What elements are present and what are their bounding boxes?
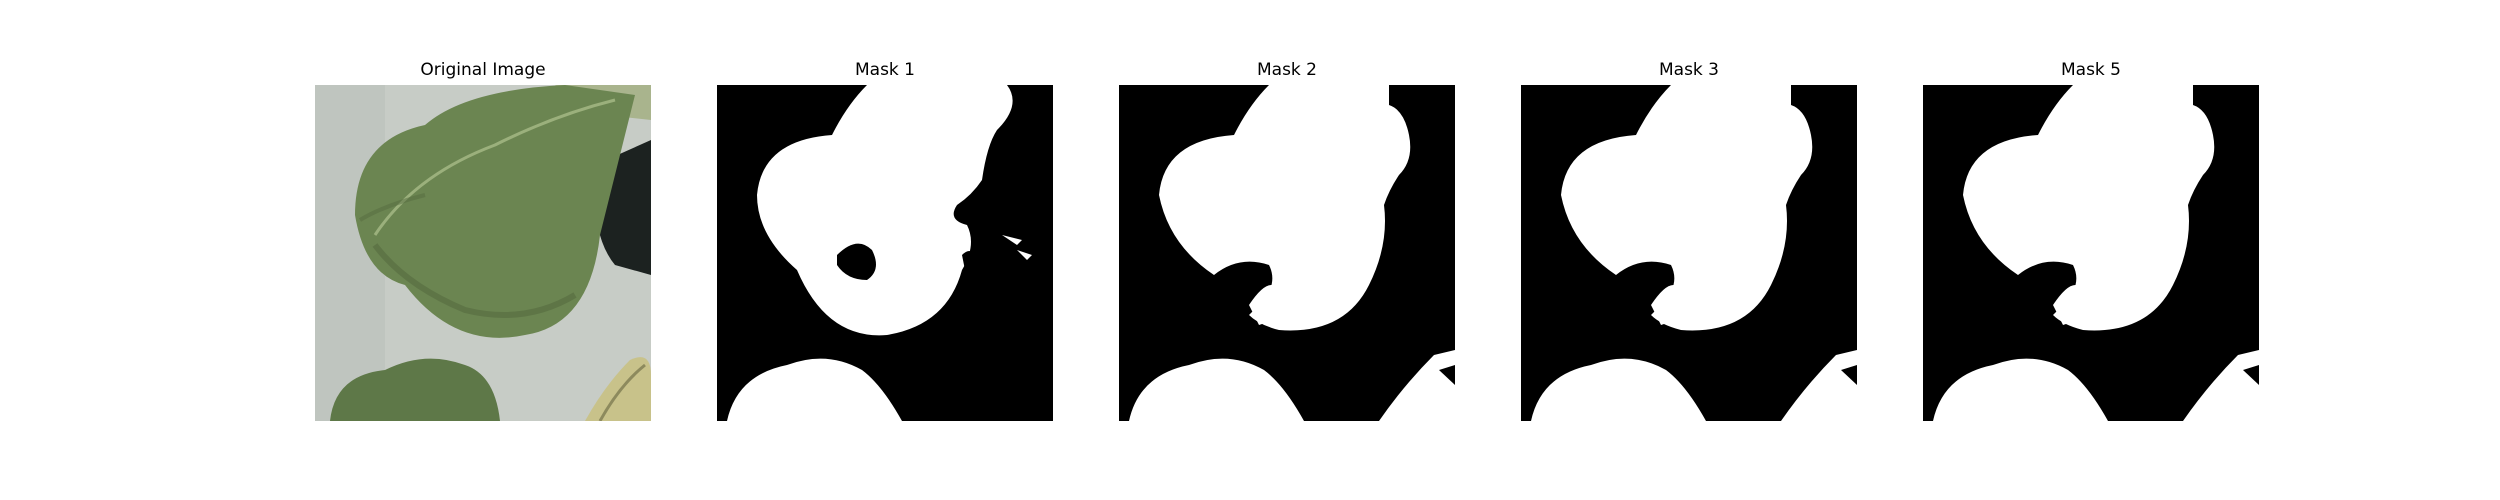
original-image-panel: Original Image bbox=[315, 0, 651, 500]
panel-title: Mask 3 bbox=[1658, 60, 1719, 80]
panel-title: Mask 1 bbox=[854, 60, 915, 80]
original-photo-render bbox=[315, 85, 651, 421]
mask-5-image bbox=[1923, 85, 2259, 421]
mask-1-render bbox=[717, 85, 1053, 421]
mask-2-image bbox=[1119, 85, 1455, 421]
panel-title: Mask 2 bbox=[1256, 60, 1317, 80]
mask-1-panel: Mask 1 bbox=[717, 0, 1053, 500]
mask-1-image bbox=[717, 85, 1053, 421]
mask-3-panel: Mask 3 bbox=[1521, 0, 1857, 500]
mask-2-render bbox=[1119, 85, 1455, 421]
mask-3-render bbox=[1521, 85, 1857, 421]
mask-5-panel: Mask 5 bbox=[1923, 0, 2259, 500]
mask-3-image bbox=[1521, 85, 1857, 421]
mask-5-render bbox=[1923, 85, 2259, 421]
panel-title: Mask 5 bbox=[2060, 60, 2121, 80]
mask-2-panel: Mask 2 bbox=[1119, 0, 1455, 500]
original-image bbox=[315, 85, 651, 421]
panel-title: Original Image bbox=[420, 60, 546, 80]
